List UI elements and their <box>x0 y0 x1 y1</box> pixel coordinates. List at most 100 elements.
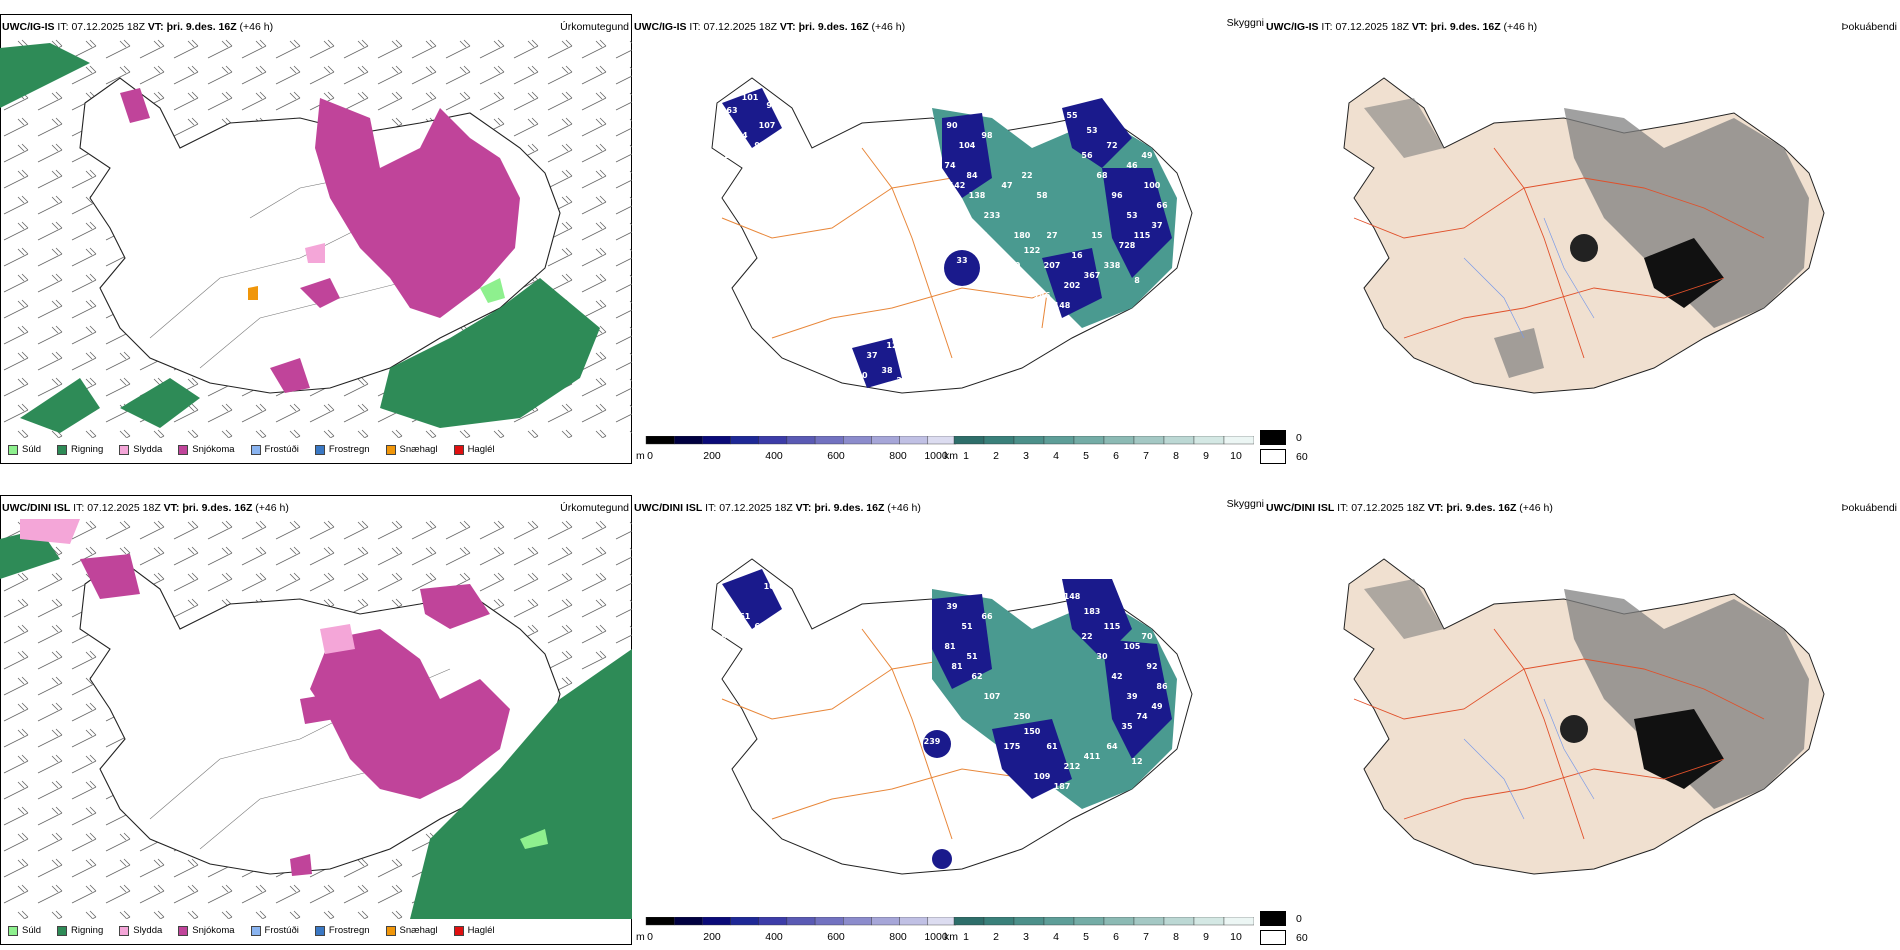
dense-fog-region <box>1644 238 1724 308</box>
snow-depth-label: 84 <box>926 256 938 265</box>
colorbar-segment <box>1133 917 1165 926</box>
colorbar-tick: 600 <box>827 450 845 462</box>
road-network <box>1353 147 1765 359</box>
it-label: IT: <box>705 502 717 514</box>
snow-depth-colorbar-labels: m 0 200 400 600 800 1000 <box>636 931 956 945</box>
snow-depth-label: 51 <box>961 622 973 631</box>
snow-depth-label: 39 <box>946 602 958 611</box>
snow-depth-region <box>923 730 951 758</box>
snow-region <box>80 554 140 599</box>
lead-time: (+46 h) <box>1519 502 1553 514</box>
snow-depth-region <box>1102 639 1172 759</box>
legend-label: Súld <box>22 925 42 936</box>
snow-depth-label: 324 <box>854 852 871 861</box>
visibility-panel-top: UWC/IG-IS IT: 07.12.2025 18Z VT: þri. 9.… <box>632 14 1264 464</box>
snow-depth-label: 39 <box>1126 692 1138 701</box>
visibility-colorbar <box>953 436 1254 445</box>
snow-depth-region <box>722 569 782 629</box>
snow-depth-label: 187 <box>1054 782 1071 791</box>
colorbar-segment <box>1013 436 1045 445</box>
legend-label: Frostúði <box>264 444 299 455</box>
colorbar-tick: 1000 <box>924 450 948 462</box>
colorbar-tick: 800 <box>889 450 907 462</box>
colorbar-segment <box>1043 917 1075 926</box>
snow-depth-label: 138 <box>884 822 901 831</box>
colorbar-segment <box>730 436 759 445</box>
forecast-header: UWC/DINI ISL IT: 07.12.2025 18Z VT: þri.… <box>1266 502 1553 515</box>
snow-depth-label: 2 <box>724 151 730 160</box>
lead-time: (+46 h) <box>887 502 921 514</box>
snow-depth-label: 146 <box>1034 291 1051 300</box>
snow-depth-label: 83 <box>926 271 937 280</box>
rain-region <box>410 649 632 919</box>
it-label: IT: <box>1321 21 1333 33</box>
it-value: 07.12.2025 18Z <box>1351 502 1425 514</box>
model-name: UWC/DINI ISL <box>2 502 71 514</box>
snow-region <box>120 88 150 123</box>
legend-label: Slydda <box>133 444 163 455</box>
snow-depth-label: 202 <box>1064 281 1081 290</box>
snow-depth-label: 338 <box>1104 261 1121 270</box>
precip-type-title: Úrkomutegund <box>560 21 629 33</box>
lead-time: (+46 h) <box>1503 21 1538 33</box>
fog-legend-value: 0 <box>1296 431 1302 444</box>
fog-legend-swatch <box>1260 930 1286 945</box>
snow-depth-label: 68 <box>1096 171 1108 180</box>
legend-label: Snjókoma <box>192 444 235 455</box>
colorbar-segment <box>1193 917 1225 926</box>
snow-depth-colorbar-labels: m 0 200 400 600 800 1000 <box>636 450 956 464</box>
legend-item: Slydda <box>119 925 162 936</box>
colorbar-segment <box>786 436 816 445</box>
colorbar-tick: 800 <box>889 931 907 943</box>
colorbar-tick: 1 <box>963 450 969 462</box>
legend-item: Frostregn <box>314 925 370 936</box>
snow-depth-label: 30 <box>1096 652 1108 661</box>
legend-label: Frostregn <box>328 444 370 455</box>
snow-depth-label: 180 <box>1014 231 1031 240</box>
colorbar-tick: 400 <box>765 931 783 943</box>
legend-swatch <box>8 444 18 455</box>
snow-depth-label: 67 <box>881 847 892 856</box>
snow-depth-region <box>722 88 782 148</box>
legend-label: Rigning <box>71 925 104 936</box>
snow-depth-label: 47 <box>1001 181 1012 190</box>
colorbar-segment <box>983 436 1015 445</box>
snow-depth-label: 56 <box>1081 151 1093 160</box>
dense-fog-region <box>1570 234 1598 262</box>
snow-depth-label: 33 <box>956 256 967 265</box>
snow-depth-label: 84 <box>976 231 988 240</box>
vt-label: VT: <box>1411 21 1428 33</box>
sleet-region <box>305 243 325 263</box>
vt-label: VT: <box>163 502 180 514</box>
legend-label: Haglél <box>467 444 495 455</box>
colorbar-segment <box>673 917 703 926</box>
forecast-header: UWC/IG-IS IT: 07.12.2025 18Z VT: þri. 9.… <box>634 21 905 34</box>
precip-map <box>0 519 632 919</box>
rain-region <box>120 378 200 428</box>
legend-item: Haglél <box>453 444 495 455</box>
snow-depth-label: 233 <box>984 211 1001 220</box>
model-name: UWC/IG-IS <box>634 21 687 33</box>
snow-depth-label: 92 <box>1146 662 1157 671</box>
snow-depth-label: 22 <box>1081 632 1092 641</box>
vt-value: þri. 9.des. 16Z <box>1430 21 1501 33</box>
legend-label: Snæhagl <box>399 444 438 455</box>
snow-depth-colorbar <box>645 917 956 926</box>
colorbar-tick: 8 <box>1173 450 1179 462</box>
fog-region <box>1494 328 1544 378</box>
rain-region <box>0 43 90 108</box>
snow-depth-label: 101 <box>742 93 759 102</box>
colorbar-segment <box>899 436 929 445</box>
colorbar-segment <box>1223 917 1254 926</box>
snow-depth-label: 66 <box>981 612 993 621</box>
snow-depth-label: 46 <box>1126 161 1138 170</box>
snow-depth-label: 105 <box>1124 642 1141 651</box>
model-name: UWC/DINI ISL <box>1266 502 1335 514</box>
snow-depth-label: 109 <box>1034 772 1051 781</box>
snow-region <box>290 854 312 876</box>
snow-region <box>420 584 490 629</box>
legend-label: Súld <box>22 444 42 455</box>
snow-depth-labels: 1616390105395181516681621481831152230423… <box>721 582 1168 861</box>
precip-legend: Súld Rigning Slydda Snjókoma Frostúði Fr… <box>8 925 511 936</box>
colorbar-tick: 0 <box>647 931 653 943</box>
